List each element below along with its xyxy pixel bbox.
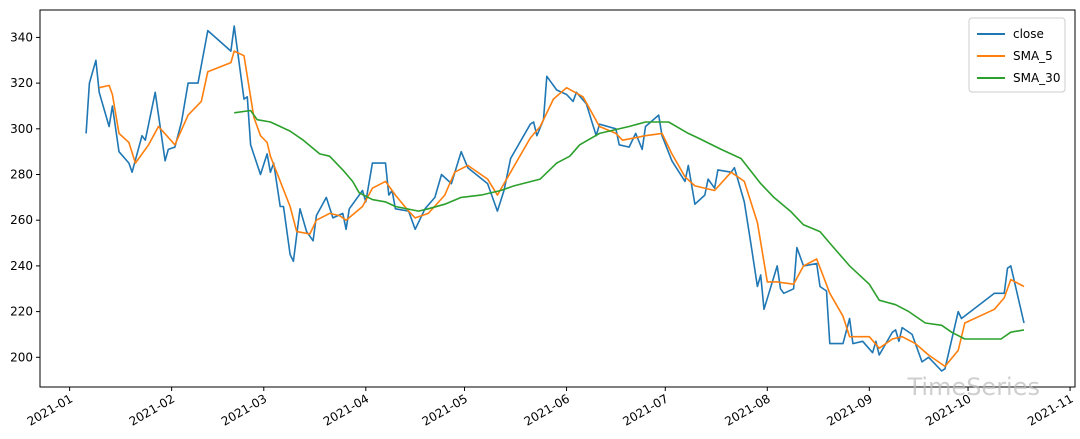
plot-frame — [39, 9, 1076, 388]
legend-box — [968, 17, 1066, 93]
legend-label: SMA_30 — [1013, 71, 1060, 85]
y-tick-label: 300 — [10, 122, 33, 136]
y-tick-label: 260 — [10, 213, 33, 227]
x-tick-label: 2021-09 — [824, 391, 874, 428]
y-tick-label: 320 — [10, 76, 33, 90]
x-tick-label: 2021-06 — [522, 391, 572, 428]
y-tick-label: 240 — [10, 259, 33, 273]
x-tick-label: 2021-02 — [127, 391, 177, 428]
x-tick-label: 2021-08 — [722, 391, 772, 428]
series-line — [234, 109, 1025, 340]
y-tick-label: 200 — [10, 350, 33, 364]
x-tick-label: 2021-05 — [420, 391, 470, 428]
x-tick-label: 2021-07 — [620, 391, 670, 428]
legend-label: close — [1013, 27, 1044, 41]
x-tick-label: 2021-03 — [219, 391, 269, 428]
series-line — [99, 50, 1025, 368]
series-line — [85, 25, 1025, 372]
x-tick-label: 2021-01 — [25, 391, 75, 428]
y-tick-label: 340 — [10, 30, 33, 44]
watermark: TimeSeries — [906, 373, 1040, 401]
y-tick-label: 220 — [10, 305, 33, 319]
legend-label: SMA_5 — [1013, 49, 1053, 63]
x-tick-label: 2021-04 — [321, 391, 371, 428]
y-tick-label: 280 — [10, 168, 33, 182]
